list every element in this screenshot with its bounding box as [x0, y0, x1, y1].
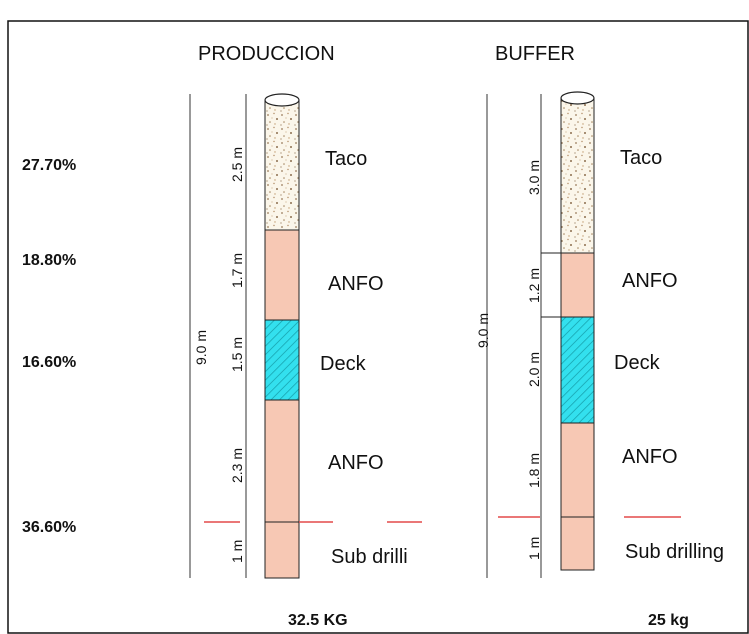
buffer-total-length: 9.0 m [475, 313, 491, 348]
produccion-subdrill-label: Sub drilli [331, 546, 408, 568]
percentage-lower-anfo: 36.60% [22, 519, 76, 536]
buffer-anfo-lower-length: 1.8 m [526, 453, 542, 488]
buffer-anfo-upper-length: 1.2 m [526, 268, 542, 303]
buffer-deck-length: 2.0 m [526, 352, 542, 387]
buffer-deck-section [560, 316, 595, 424]
produccion-anfo-upper-length: 1.7 m [229, 253, 245, 288]
buffer-title: BUFFER [495, 43, 575, 65]
produccion-charge: 32.5 KG [288, 612, 348, 629]
buffer-hole-top [560, 91, 595, 105]
produccion-subdrill-section [264, 521, 300, 579]
percentage-stemming: 27.70% [22, 157, 76, 174]
percentage-upper-anfo: 18.80% [22, 252, 76, 269]
buffer-taco-section [560, 97, 595, 254]
buffer-subdrill-label: Sub drilling [625, 541, 724, 563]
buffer-column: BUFFER 9.0 m 3.0 m 1.2 m 2.0 m 1.8 m 1 m… [475, 43, 724, 629]
produccion-anfo-upper-label: ANFO [328, 273, 384, 295]
buffer-taco-length: 3.0 m [526, 160, 542, 195]
produccion-deck-label: Deck [320, 353, 367, 375]
diagram-border [7, 20, 749, 634]
produccion-title: PRODUCCION [198, 43, 335, 65]
produccion-deck-section [264, 319, 300, 401]
produccion-taco-label: Taco [325, 148, 367, 170]
produccion-anfo-lower-section [264, 399, 300, 523]
produccion-anfo-lower-length: 2.3 m [229, 448, 245, 483]
produccion-anfo-upper-section [264, 229, 300, 321]
produccion-deck-length: 1.5 m [229, 337, 245, 372]
buffer-subdrill-section [560, 516, 595, 571]
produccion-anfo-lower-label: ANFO [328, 452, 384, 474]
produccion-subdrill-length: 1 m [229, 540, 245, 563]
buffer-anfo-lower-section [560, 422, 595, 518]
buffer-anfo-upper-label: ANFO [622, 270, 678, 292]
buffer-charge: 25 kg [648, 612, 689, 629]
produccion-taco-section [264, 99, 300, 231]
produccion-taco-length: 2.5 m [229, 147, 245, 182]
produccion-total-length: 9.0 m [193, 330, 209, 365]
produccion-column: PRODUCCION 9.0 m 2.5 m 1.7 m 1.5 m 2.3 m… [189, 43, 422, 629]
buffer-anfo-lower-label: ANFO [622, 446, 678, 468]
buffer-deck-label: Deck [614, 352, 661, 374]
buffer-anfo-upper-section [560, 252, 595, 318]
percentage-deck: 16.60% [22, 354, 76, 371]
produccion-hole-top [264, 93, 300, 107]
buffer-taco-label: Taco [620, 147, 662, 169]
buffer-subdrill-length: 1 m [526, 537, 542, 560]
